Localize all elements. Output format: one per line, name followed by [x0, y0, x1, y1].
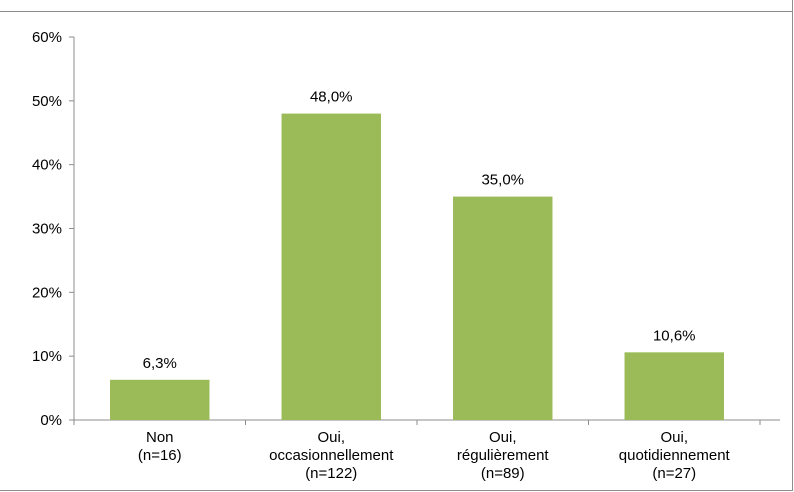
category-label-line: (n=122) — [305, 465, 357, 482]
data-label: 48,0% — [310, 89, 353, 106]
category-label-line: quotidiennement — [619, 447, 731, 464]
data-label: 10,6% — [653, 327, 696, 344]
category-label-line: Oui, — [660, 429, 688, 446]
bar — [281, 113, 381, 420]
category-label-line: Oui, — [317, 429, 345, 446]
bar — [624, 352, 724, 420]
category-label-line: Non — [146, 429, 174, 446]
y-tick-label: 0% — [40, 412, 62, 429]
data-labels: 6,3% 48,0% 35,0% 10,6% — [143, 89, 696, 372]
bar — [453, 196, 553, 420]
category-label-line: (n=89) — [481, 465, 525, 482]
category-label: Oui, occasionnellement (n=122) — [269, 429, 394, 482]
y-tick-label: 60% — [32, 29, 62, 46]
y-axis-ticks: 0% 10% 20% 30% 40% 50% 60% — [32, 29, 74, 429]
y-tick-label: 30% — [32, 221, 62, 238]
category-label-line: (n=27) — [652, 465, 696, 482]
category-label-line: régulièrement — [457, 447, 550, 464]
y-tick-label: 20% — [32, 284, 62, 301]
category-label: Oui, quotidiennement (n=27) — [619, 429, 731, 482]
category-labels: Non (n=16)Oui, occasionnellement (n=122)Oui… — [138, 429, 731, 482]
y-tick-label: 50% — [32, 93, 62, 110]
bars — [110, 113, 724, 420]
category-label-line: occasionnellement — [269, 447, 394, 464]
y-tick-label: 40% — [32, 157, 62, 174]
y-tick-label: 10% — [32, 348, 62, 365]
bar — [110, 379, 210, 420]
category-label: Oui, régulièrement (n=89) — [457, 429, 550, 482]
chart-frame-top-edge — [0, 11, 793, 12]
category-label: Non (n=16) — [138, 429, 182, 464]
data-label: 35,0% — [481, 172, 524, 189]
data-label: 6,3% — [143, 355, 177, 372]
category-label-line: (n=16) — [138, 447, 182, 464]
category-label-line: Oui, — [489, 429, 517, 446]
